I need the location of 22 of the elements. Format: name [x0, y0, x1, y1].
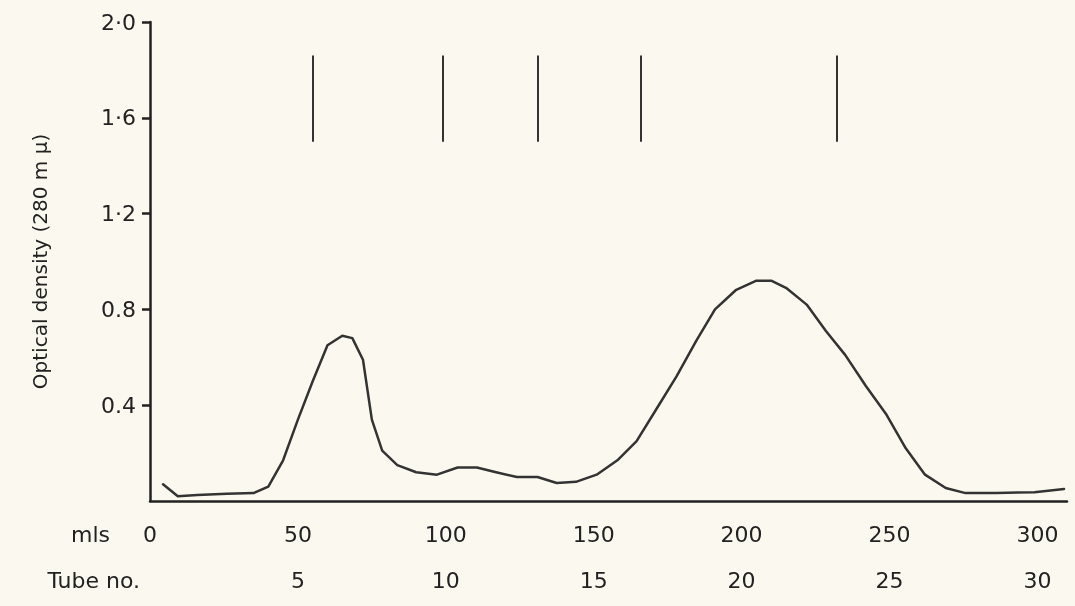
y-tick-label: 0.8 [101, 296, 136, 322]
x-tick-label: 250 [868, 521, 911, 547]
x-tick-label: 300 [1016, 521, 1059, 547]
x2-tick-label: 5 [290, 567, 305, 593]
y-tick-label: 2·0 [101, 9, 136, 35]
x-tick-label: 100 [424, 521, 467, 547]
x2-tick-label: 25 [875, 567, 904, 593]
y-tick-label: 1·2 [101, 201, 136, 227]
x-axis-title: mls [70, 521, 110, 547]
x2-tick-label: 15 [579, 567, 608, 593]
x-tick-label: 50 [283, 521, 312, 547]
x2-tick-label: 10 [431, 567, 460, 593]
x-tick-label: 200 [720, 521, 763, 547]
x2-axis-title: Tube no. [46, 567, 140, 593]
y-tick-label: 1·6 [101, 105, 136, 131]
x-tick-label: 150 [572, 521, 615, 547]
x2-tick-label: 30 [1023, 567, 1052, 593]
y-axis-title: Optical density (280 m μ) [28, 133, 52, 390]
x-tick-label: 0 [143, 521, 157, 547]
line-series [161, 279, 1066, 498]
y-tick-label: 0.4 [101, 392, 136, 418]
x2-tick-label: 20 [727, 567, 756, 593]
